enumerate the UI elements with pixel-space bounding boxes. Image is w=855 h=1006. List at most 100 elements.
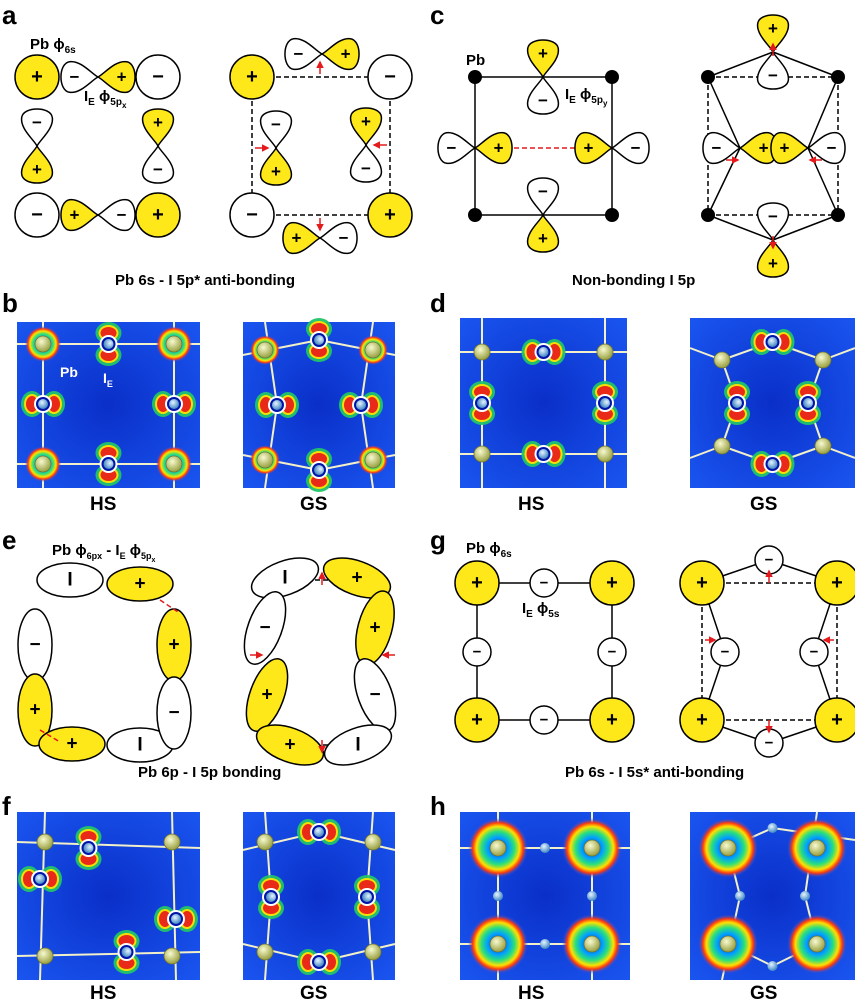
map-h-hs-i-1: [540, 939, 550, 949]
map-f-gs-i-2-atom: [266, 892, 276, 902]
c-hs-i-bot-lobe2-shape: [526, 177, 560, 217]
g-gs-i-left: [710, 637, 740, 667]
g-hs-pb-br-sign: +: [606, 709, 618, 731]
c-hs-i-left-lobe2: −: [437, 131, 477, 165]
map-b-gs-pb-0: [256, 341, 274, 359]
map-f-gs-i-3-atom: [362, 892, 372, 902]
map-d-gs-pb-1: [814, 351, 832, 369]
map-h-hs: [460, 812, 630, 980]
c-gs-e7: [807, 76, 839, 149]
c-hs-i-right-lobe1-shape: [574, 131, 614, 165]
a-gs-pb-br: [367, 192, 413, 238]
formula-label-e: Pb ϕ6px - IE ϕ5px: [52, 542, 156, 564]
a-hs-pb-br-sign: +: [152, 204, 164, 226]
map-d-gs-i-2-atom: [732, 398, 742, 408]
c-gs-e3: [707, 214, 774, 241]
g-gs-pb-bl: [679, 697, 725, 743]
e-gs-bot-right-sign: I: [355, 735, 360, 756]
c-hs-i-left-lobe1: +: [473, 131, 513, 165]
a-gs-i-left-lobe2-shape: [259, 146, 293, 186]
a-gs-i-right-lobe1-sign: +: [361, 112, 371, 131]
a-hs-i-bot-lobe1-sign: +: [69, 206, 79, 225]
map-d-gs-i-3: [795, 381, 821, 425]
a-hs-i-top-lobe2-sign: +: [117, 68, 127, 87]
a-hs-i-bot-lobe2: −: [96, 198, 136, 232]
a-gs-i-right-lobe1-shape: [349, 107, 383, 147]
map-d-gs-i-0-atom: [767, 337, 778, 347]
e-hs-top-left-sign: I: [67, 570, 72, 591]
hs-label-f: HS: [90, 983, 117, 1004]
a-gs-i-top-lobe2-shape: [320, 37, 360, 71]
c-hs-i-left-lobe1-sign: +: [494, 139, 504, 158]
map-h-hs-i-0: [540, 843, 550, 853]
map-f-hs-pb-0: [36, 833, 54, 851]
g-hs-pb-br: [589, 697, 635, 743]
a-hs-i-left-lobe1-shape: [20, 108, 54, 148]
c-gs-i-right-lobe2: −: [806, 131, 846, 165]
hs-label-h: HS: [518, 983, 545, 1004]
map-b-hs-pb-0: [34, 335, 52, 353]
c-gs-i-top-lobe2: −: [756, 50, 790, 90]
g-gs-pb-bl-sign: +: [696, 709, 708, 731]
e-hs-red-1: [159, 599, 179, 613]
c-hs-pb-0: [468, 70, 482, 84]
c-gs-i-bot-lobe2-sign: −: [768, 207, 778, 226]
map-f-hs-i-2: [18, 866, 62, 892]
e-gs-top-left-sign: I: [282, 568, 287, 589]
g-gs-pb-tl-sign: +: [696, 572, 708, 594]
a-gs-i-right-lobe1: +: [349, 107, 383, 147]
e-gs-left-bot-sign: +: [261, 685, 272, 706]
g-gs-pb-tr-sign: +: [831, 572, 843, 594]
a-hs-i-top-lobe2-shape: [96, 60, 136, 94]
e-hs-bot-left-sign: +: [66, 734, 77, 755]
map-d-gs-i-3-atom: [803, 398, 813, 408]
map-b-hs-pb-1: [165, 335, 183, 353]
e-gs-right-bot-sign: −: [369, 685, 380, 706]
e-hs-top-left: [36, 562, 104, 598]
c-hs-i-bot-lobe1-shape: [526, 213, 560, 253]
caption-pb6p-i5p-bonding: Pb 6p - I 5p bonding: [138, 764, 282, 781]
map-d-hs-pb-2: [473, 445, 491, 463]
c-gs-i-left-lobe2-shape: [702, 131, 742, 165]
c-hs-i-right-lobe2-shape: [610, 131, 650, 165]
g-gs-i-right-sign: −: [810, 644, 819, 661]
c-hs-i-left-lobe1-shape: [473, 131, 513, 165]
map-b-gs-i-3-atom: [356, 400, 366, 410]
map-b-gs-i-3: [339, 392, 383, 418]
map-h-gs: [690, 811, 855, 981]
a-hs-i-right-lobe2-sign: −: [153, 160, 163, 179]
map-b-hs-i-3-atom: [169, 399, 179, 409]
caption-nonbonding-i5p: Non-bonding I 5p: [572, 272, 696, 289]
c-hs-i-top-lobe1: +: [526, 39, 560, 79]
a-gs-i-right-lobe2-sign: −: [361, 159, 371, 178]
a-gs-i-left-lobe2: +: [259, 146, 293, 186]
c-gs-pb-1: [831, 70, 845, 84]
map-d-hs-i-2-atom: [477, 398, 487, 408]
a-hs-pb-bl-sign: −: [31, 204, 43, 226]
c-gs-pb-3: [831, 208, 845, 222]
map-d-gs-pb-0: [713, 351, 731, 369]
e-gs-right-top-sign: +: [369, 618, 380, 639]
a-hs-i-bot-lobe1-shape: [60, 198, 100, 232]
panel-label-f: f: [2, 791, 11, 821]
map-f-gs-pb-1: [364, 833, 382, 851]
g-hs-i-bot-sign: −: [540, 712, 549, 729]
a-hs-i-right-lobe1-sign: +: [153, 113, 163, 132]
a-gs-i-left-lobe1-shape: [259, 110, 293, 150]
ie-label-b: IE: [103, 370, 113, 389]
map-h-gs-pb-0: [719, 839, 737, 857]
c-hs-pb-3: [605, 208, 619, 222]
panel-label-e: e: [2, 525, 17, 555]
e-hs-right-bot-sign: −: [168, 703, 179, 724]
a-gs-i-top-lobe1: −: [284, 37, 324, 71]
a-hs-i-top-lobe2: +: [96, 60, 136, 94]
map-d-hs-i-1-atom: [538, 449, 549, 459]
a-gs-i-right-lobe2: −: [349, 143, 383, 183]
map-h-gs-pb-1: [808, 839, 826, 857]
map-d-hs-i-2: [469, 381, 495, 425]
a-hs-pb-tr: [135, 54, 181, 100]
map-d-hs-i-3: [592, 381, 618, 425]
a-gs-i-bot-lobe2-sign: −: [339, 229, 349, 248]
c-gs-i-top-lobe1-shape: [756, 14, 790, 54]
c-gs-i-bot-lobe1-shape: [756, 238, 790, 278]
